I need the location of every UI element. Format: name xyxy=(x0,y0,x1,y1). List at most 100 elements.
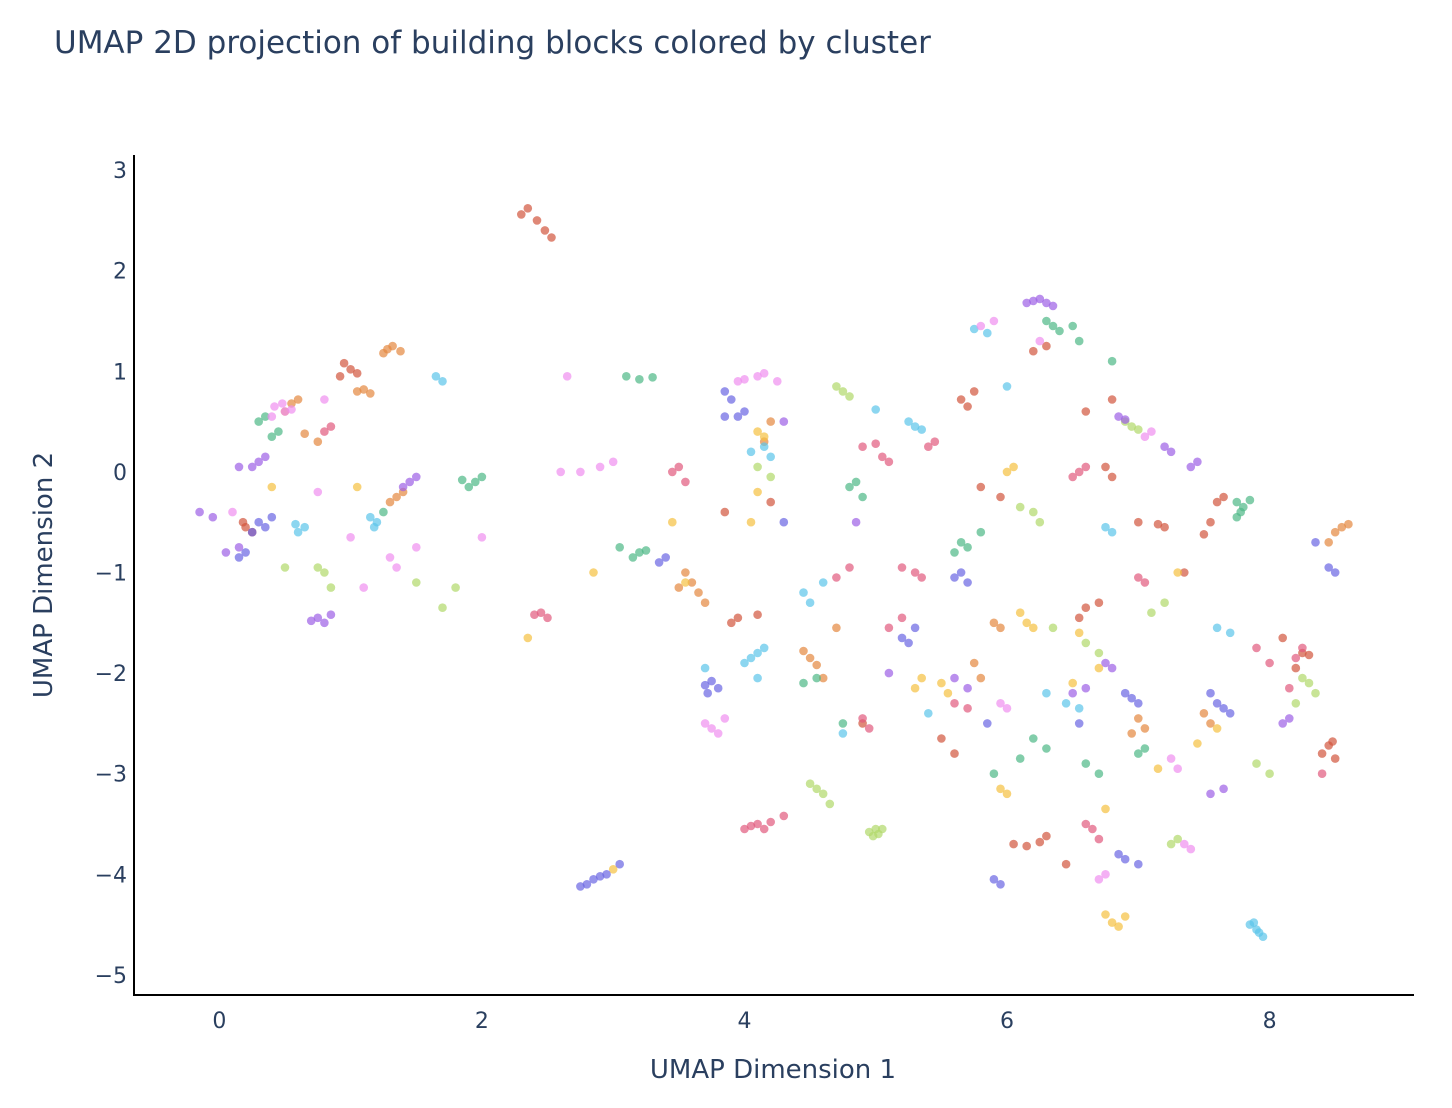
scatter-point xyxy=(832,382,841,391)
scatter-point xyxy=(1166,447,1176,457)
scatter-point xyxy=(969,324,979,334)
scatter-point xyxy=(759,432,769,442)
scatter-point xyxy=(996,623,1005,633)
scatter-point xyxy=(733,412,743,421)
scatter-point xyxy=(1120,688,1130,698)
scatter-point xyxy=(1022,618,1031,628)
scatter-point xyxy=(1127,693,1136,703)
scatter-point xyxy=(1278,633,1287,643)
scatter-point xyxy=(1048,321,1058,331)
scatter-point xyxy=(366,389,375,398)
scatter-point xyxy=(1094,648,1104,658)
scatter-point xyxy=(950,548,959,557)
x-tick-label: 6 xyxy=(1000,1009,1014,1034)
scatter-point xyxy=(379,348,388,358)
scatter-point xyxy=(1035,517,1045,527)
scatter-point xyxy=(543,613,552,623)
scatter-point xyxy=(464,482,474,492)
scatter-point xyxy=(917,573,926,582)
scatter-point xyxy=(208,512,218,522)
scatter-point xyxy=(825,799,835,809)
cluster-series xyxy=(228,316,1196,884)
scatter-point xyxy=(845,563,854,572)
scatter-point xyxy=(766,817,775,827)
scatter-point xyxy=(398,482,408,492)
y-tick-label: 1 xyxy=(113,360,127,385)
scatter-point xyxy=(1035,336,1045,346)
scatter-point xyxy=(1042,298,1051,308)
scatter-point xyxy=(950,573,959,582)
scatter-point xyxy=(576,467,585,477)
scatter-point xyxy=(1166,754,1176,763)
scatter-point xyxy=(700,598,710,607)
scatter-point xyxy=(536,608,546,617)
scatter-point xyxy=(805,598,815,607)
scatter-point xyxy=(1140,432,1150,442)
scatter-point xyxy=(1022,841,1031,851)
scatter-point xyxy=(241,548,250,557)
scatter-point xyxy=(858,492,867,502)
scatter-point xyxy=(1249,918,1259,927)
scatter-point xyxy=(1002,467,1012,477)
cluster-series xyxy=(195,294,1294,799)
scatter-point xyxy=(326,610,336,619)
scatter-point xyxy=(753,648,762,658)
scatter-point xyxy=(746,653,756,663)
scatter-point xyxy=(779,811,789,821)
scatter-point xyxy=(326,583,336,592)
scatter-point xyxy=(1094,875,1104,884)
scatter-point xyxy=(969,387,979,396)
scatter-point xyxy=(339,358,349,368)
scatter-point xyxy=(1101,870,1110,879)
scatter-point xyxy=(247,527,257,537)
scatter-point xyxy=(1317,749,1327,758)
scatter-point xyxy=(1252,759,1261,768)
scatter-point xyxy=(388,341,397,351)
scatter-point xyxy=(897,613,907,623)
scatter-point xyxy=(261,452,270,462)
scatter-point xyxy=(477,472,487,482)
scatter-point xyxy=(1107,472,1117,482)
scatter-point xyxy=(641,546,651,555)
scatter-point xyxy=(989,316,999,326)
scatter-point xyxy=(1173,764,1182,773)
scatter-point xyxy=(950,699,959,708)
scatter-point xyxy=(930,437,940,447)
scatter-point xyxy=(1140,724,1150,733)
scatter-point xyxy=(838,729,848,738)
scatter-point xyxy=(1245,495,1255,505)
scatter-point xyxy=(904,417,913,426)
scatter-point xyxy=(1022,298,1031,308)
scatter-point xyxy=(1068,321,1077,331)
scatter-point xyxy=(746,517,756,527)
scatter-point xyxy=(838,719,848,728)
scatter-point xyxy=(635,548,644,557)
scatter-point xyxy=(838,387,848,396)
scatter-point xyxy=(352,482,362,492)
scatter-point xyxy=(1317,769,1327,778)
y-tick-label: −2 xyxy=(95,662,127,687)
scatter-point xyxy=(969,658,979,668)
scatter-point xyxy=(280,407,290,416)
scatter-point xyxy=(681,578,690,587)
scatter-point xyxy=(335,372,345,381)
scatter-point xyxy=(595,872,605,881)
scatter-point xyxy=(540,226,550,235)
scatter-point xyxy=(1088,824,1097,834)
scatter-point xyxy=(1330,754,1340,763)
y-axis-title: UMAP Dimension 2 xyxy=(29,452,59,698)
scatter-point xyxy=(547,233,556,242)
scatter-point xyxy=(530,610,539,619)
scatter-point xyxy=(983,719,992,728)
scatter-point xyxy=(1173,834,1182,844)
scatter-point xyxy=(989,769,999,778)
scatter-point xyxy=(254,417,263,426)
scatter-point xyxy=(654,558,664,567)
scatter-point xyxy=(270,402,279,411)
scatter-point xyxy=(996,699,1005,708)
scatter-point xyxy=(759,824,769,834)
scatter-point xyxy=(1324,538,1333,547)
scatter-point xyxy=(247,462,257,472)
scatter-point xyxy=(818,789,828,799)
scatter-point xyxy=(1120,415,1130,424)
